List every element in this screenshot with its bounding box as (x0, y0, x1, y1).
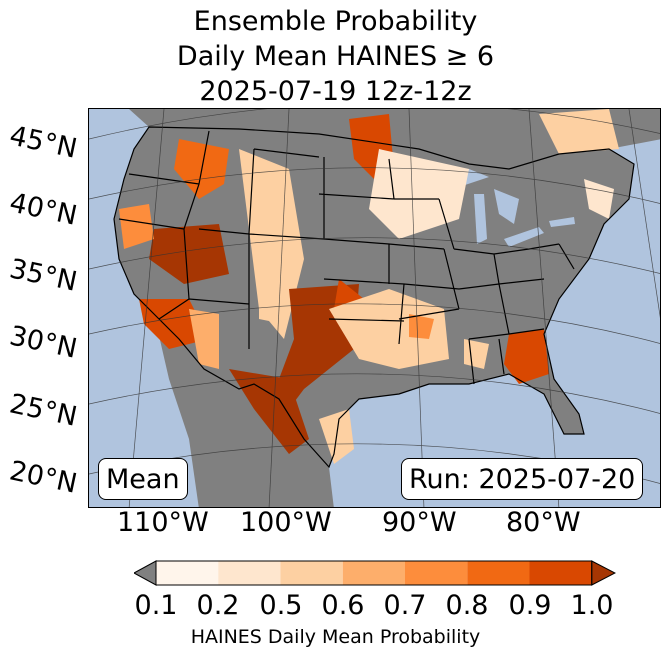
lake-michigan (474, 194, 487, 244)
cb-tick-0: 0.1 (134, 590, 178, 621)
lon-label-110: 110°W (117, 507, 209, 538)
mean-label-box: Mean (98, 458, 188, 500)
lat-label-40: 40°N (6, 187, 80, 232)
cb-tick-1: 0.2 (196, 590, 240, 621)
lake-erie (504, 227, 544, 247)
colorbar-bin-4 (342, 561, 405, 585)
colorbar-bin-1 (156, 561, 219, 585)
mexico-landmass (154, 314, 334, 507)
run-date-box: Run: 2025-07-20 (401, 458, 644, 500)
colorbar-label: HAINES Daily Mean Probability (190, 626, 481, 648)
colorbar-bin-3 (280, 561, 343, 585)
canada-landmass (129, 109, 660, 169)
cb-tick-3: 0.6 (321, 590, 365, 621)
colorbar-bin-2 (218, 561, 281, 585)
cb-tick-5: 0.8 (445, 590, 489, 621)
colorbar-bin-5 (405, 561, 468, 585)
lon-label-80: 80°W (506, 507, 581, 538)
lat-label-45: 45°N (6, 120, 80, 165)
lon-label-90: 90°W (382, 507, 457, 538)
state-borders (113, 126, 635, 469)
cb-tick-4: 0.7 (383, 590, 427, 621)
colorbar-over-arrow (591, 560, 616, 586)
title-line-1: Ensemble Probability (193, 6, 478, 37)
colorbar-under-arrow (134, 560, 157, 586)
lat-label-30: 30°N (6, 320, 80, 365)
lake-huron (494, 189, 519, 224)
lat-label-20: 20°N (6, 455, 80, 500)
colorbar-bin-7 (529, 561, 592, 585)
map-svg (89, 109, 660, 507)
lon-label-100: 100°W (240, 507, 332, 538)
cb-tick-7: 1.0 (570, 590, 614, 621)
lat-label-25: 25°N (6, 388, 80, 433)
colorbar-bin-6 (467, 561, 530, 585)
colorbar (134, 560, 616, 586)
cb-tick-6: 0.9 (508, 590, 552, 621)
cb-tick-2: 0.5 (259, 590, 303, 621)
probability-map (88, 108, 661, 508)
lake-ontario (549, 217, 575, 227)
probability-patches (119, 109, 619, 464)
lat-label-35: 35°N (6, 253, 80, 298)
title-line-2: Daily Mean HAINES ≥ 6 (176, 41, 495, 72)
title-line-3: 2025-07-19 12z-12z (199, 76, 472, 107)
